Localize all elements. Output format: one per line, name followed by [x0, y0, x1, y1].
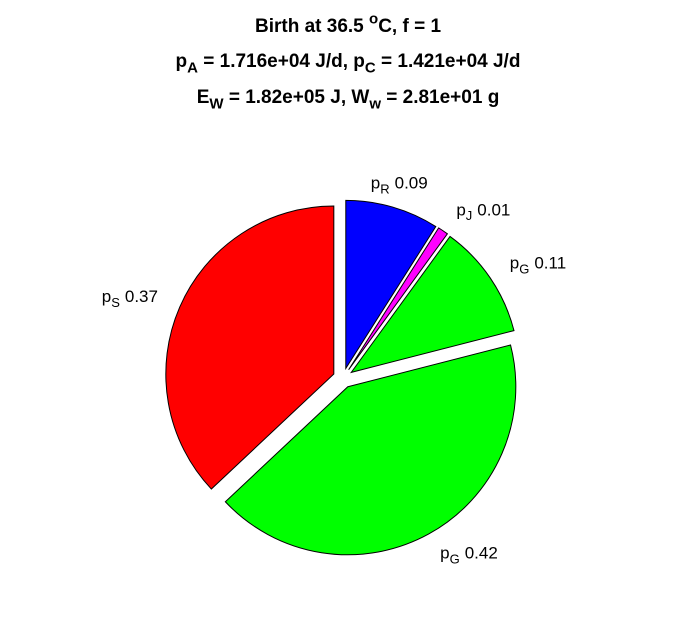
text-part: C	[365, 60, 376, 77]
text-part: J	[466, 209, 473, 224]
slice-label: pS 0.37	[102, 287, 158, 310]
pie-slice	[348, 227, 449, 371]
text-part: p	[176, 51, 188, 72]
pie-slice	[165, 205, 335, 490]
text-part: o	[369, 10, 378, 27]
value-label: 0.37	[125, 287, 158, 306]
text-part: G	[519, 262, 529, 277]
text-part: = 1.82e+05 J, W	[224, 87, 370, 108]
value-label: 0.11	[534, 254, 566, 273]
text-part: A	[187, 60, 198, 77]
text-part: W	[209, 96, 224, 113]
text-part: G	[450, 552, 460, 567]
pie-slice	[350, 235, 515, 374]
chart-title: pA = 1.716e+04 J/d, pC = 1.421e+04 J/d	[176, 51, 521, 77]
text-part: Birth at 36.5	[255, 16, 369, 37]
slice-label: pR 0.09	[371, 174, 428, 197]
value-label: 0.01	[477, 201, 510, 220]
text-part: = 1.421e+04 J/d	[376, 51, 521, 72]
text-part: = 1.716e+04 J/d, p	[198, 51, 365, 72]
slice-label: pG 0.11	[510, 254, 566, 277]
value-label: 0.09	[395, 174, 428, 193]
text-part: p	[102, 287, 111, 306]
text-part: R	[380, 182, 389, 197]
pie-slice	[224, 344, 517, 556]
chart-title: EW = 1.82e+05 J, Ww = 2.81e+01 g	[197, 87, 500, 113]
text-part: p	[456, 201, 465, 220]
text-part: p	[440, 544, 449, 563]
text-part: p	[371, 174, 380, 193]
slice-label: pJ 0.01	[456, 201, 510, 224]
text-part: C, f = 1	[378, 16, 441, 37]
text-part: = 2.81e+01 g	[381, 87, 499, 108]
text-part: p	[510, 254, 519, 273]
text-part: w	[368, 96, 381, 113]
pie-slice	[345, 199, 437, 371]
text-part: E	[197, 87, 210, 108]
slice-label: pG 0.42	[440, 544, 498, 567]
text-part: S	[111, 295, 120, 310]
value-label: 0.42	[465, 544, 498, 563]
chart-title: Birth at 36.5 oC, f = 1	[255, 10, 441, 37]
